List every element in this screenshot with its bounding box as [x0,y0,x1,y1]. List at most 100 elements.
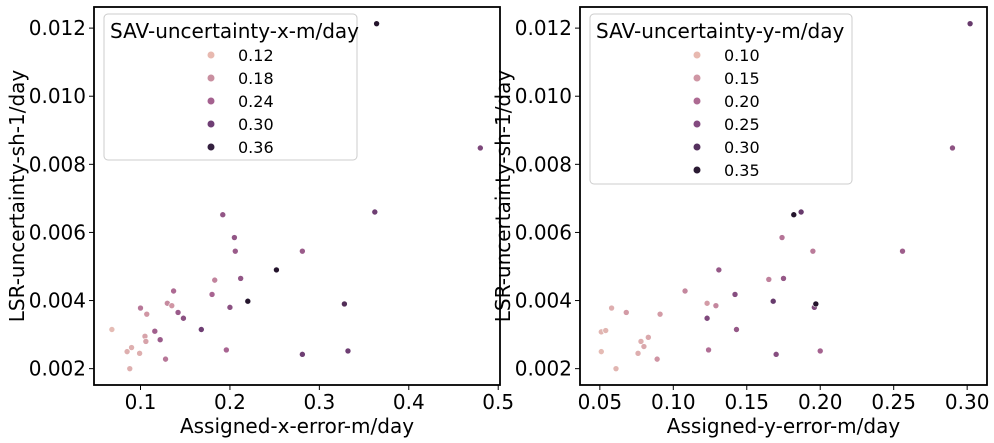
y-tick-label: 0.008 [29,152,86,176]
legend-title: SAV-uncertainty-y-m/day [596,19,844,43]
data-point [142,338,150,345]
data-point [211,276,219,284]
data-point [703,314,711,322]
data-point [208,291,216,298]
data-point [634,350,642,357]
data-point [231,247,239,255]
legend-marker [207,51,215,59]
legend-box [589,13,853,185]
plot-frame [93,6,501,386]
data-point [108,326,116,333]
data-point [219,211,227,219]
legend-marker [693,120,701,128]
x-tick-label: 0.5 [482,390,514,414]
data-point [769,297,777,305]
data-point [703,299,711,307]
data-point [816,347,824,355]
legend-label: 0.30 [238,115,274,134]
y-tick-label: 0.006 [29,220,86,244]
data-point [371,208,379,216]
x-axis-title: Assigned-x-error-m/day [180,414,414,438]
data-point [790,211,798,219]
legend-marker [693,51,701,59]
data-point [168,302,176,309]
data-point [712,302,720,309]
data-point [151,327,159,335]
x-tick-label: 0.10 [651,390,696,414]
legend-marker [207,74,215,82]
data-point [128,344,135,351]
data-point [765,276,773,283]
legend-marker [693,143,701,151]
legend-label: 0.10 [724,46,760,65]
data-point [966,20,974,27]
data-point [949,144,956,152]
x-tick-label: 0.4 [393,390,425,414]
data-point [373,20,380,27]
data-point [622,309,630,316]
data-point [231,234,238,241]
y-tick-label: 0.010 [515,84,572,108]
legend-label: 0.15 [724,69,760,88]
y-tick-label: 0.002 [515,357,572,381]
x-axis-title: Assigned-y-error-m/day [667,414,901,438]
x-tick-label: 0.2 [214,390,246,414]
data-point [705,346,712,354]
data-point [772,351,780,358]
plot-frame [579,6,988,386]
right-scatter-panel: 0.05 0.10 0.15 0.20 0.25 0.30 0.002 0.004 0.006 0… [491,6,989,438]
data-point [344,347,352,355]
legend-marker [693,97,701,105]
data-point [731,291,739,298]
data-point [156,336,164,344]
data-point [341,300,348,308]
data-point [477,144,484,152]
data-point [653,355,661,363]
x-tick-label: 0.25 [871,390,916,414]
data-point [126,365,134,372]
legend-marker [207,97,215,105]
data-point [237,275,244,282]
data-point [780,275,787,282]
data-point [681,287,689,295]
legend-label: 0.12 [238,46,274,65]
data-point [136,350,143,357]
y-tick-label: 0.008 [515,152,572,176]
y-axis-title: LSR-uncertainty-sh-1/day [5,70,29,323]
data-point [180,314,187,322]
data-point [733,326,740,333]
data-point [143,310,151,318]
x-tick-label: 0.15 [725,390,770,414]
legend-marker [207,143,215,151]
legend-label: 0.18 [238,69,274,88]
legend-title: SAV-uncertainty-x-m/day [110,19,359,43]
data-point [608,304,615,312]
data-point [612,365,620,372]
y-axis-title: LSR-uncertainty-sh-1/day [491,70,515,323]
data-point [640,343,648,350]
data-point [797,208,805,216]
legend-label: 0.36 [238,138,274,157]
data-point [162,355,169,363]
data-point [598,348,605,355]
legend-box [103,13,358,161]
x-tick-label: 0.1 [125,390,157,414]
x-tick-label: 0.20 [798,390,843,414]
data-point [645,334,652,341]
legend-label: 0.30 [724,138,760,157]
legend-label: 0.35 [724,161,760,180]
y-tick-label: 0.012 [515,16,572,40]
legend-label: 0.24 [238,92,274,111]
data-point [715,266,723,274]
data-point [637,338,645,345]
data-point [137,304,144,312]
data-point [273,266,280,274]
legend-marker [693,74,701,82]
y-tick-label: 0.004 [515,289,572,313]
data-point [299,351,306,358]
data-point [656,310,664,318]
x-tick-label: 0.3 [303,390,335,414]
data-point [602,327,610,334]
y-tick-label: 0.002 [29,357,86,381]
